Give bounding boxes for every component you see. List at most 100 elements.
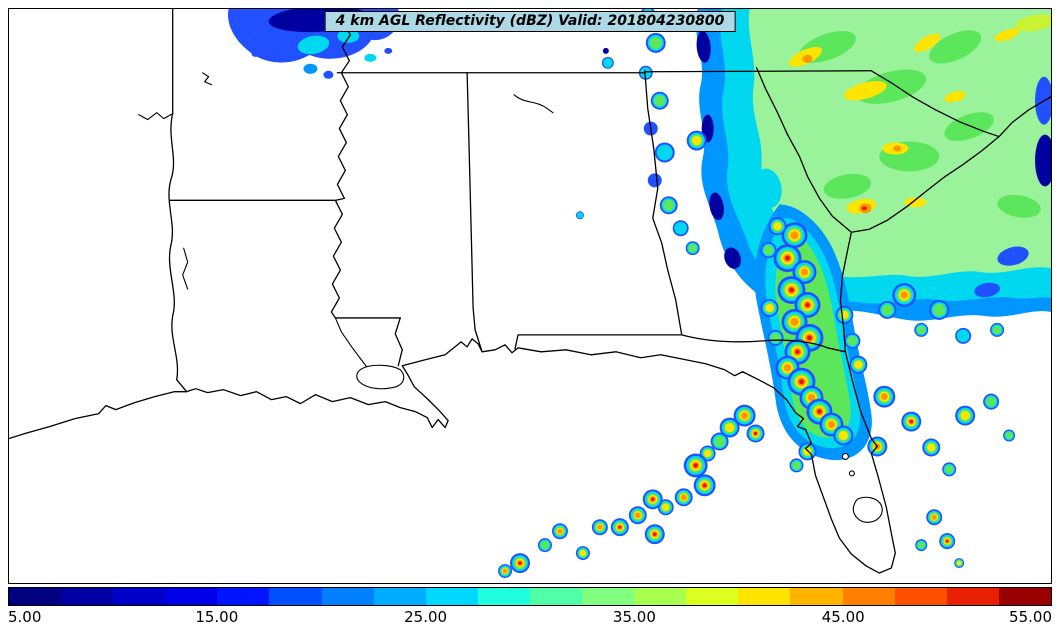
- radar-cell: [854, 360, 863, 369]
- river-squiggle-la: [182, 247, 189, 290]
- radar-cell: [663, 199, 675, 211]
- radar-cell: [789, 287, 794, 293]
- radar-echo-region: [844, 81, 887, 101]
- radar-echo-region: [364, 53, 377, 62]
- colorbar-segment: [269, 588, 322, 605]
- radar-cell: [557, 528, 563, 534]
- radar-cell: [763, 245, 774, 256]
- radar-cell: [654, 95, 666, 107]
- radar-cell: [827, 420, 836, 429]
- radar-cell: [795, 349, 800, 355]
- radar-cell: [790, 231, 799, 240]
- radar-echo-region: [709, 192, 724, 221]
- radar-cell: [693, 463, 698, 468]
- state-border-fl-al-31n: [514, 334, 683, 350]
- radar-cell: [817, 409, 822, 414]
- colorbar: [8, 587, 1052, 606]
- colorbar-segment: [477, 588, 530, 605]
- state-border-ga-sc: [755, 67, 853, 233]
- colorbar-segment: [217, 588, 270, 605]
- radar-echo-region: [913, 33, 941, 52]
- colorbar-segment: [373, 588, 426, 605]
- radar-cell: [703, 449, 712, 458]
- colorbar-segment: [582, 588, 635, 605]
- radar-layer: [228, 9, 1051, 579]
- radar-echo-region: [337, 28, 360, 43]
- state-borders-layer: [9, 9, 1051, 574]
- radar-cell: [640, 67, 652, 79]
- radar-echo-region: [602, 47, 609, 54]
- colorbar-segment: [9, 588, 62, 605]
- radar-cell: [956, 329, 970, 343]
- colorbar-labels: 5.00 15.00 25.00 35.00 45.00 55.00: [8, 608, 1052, 628]
- radar-echo-region: [893, 145, 902, 152]
- radar-echo-region: [997, 194, 1041, 218]
- radar-cell: [783, 364, 792, 372]
- river-pearl: [394, 317, 403, 367]
- radar-cell: [944, 465, 954, 474]
- colorbar-segment: [842, 588, 895, 605]
- radar-cell: [992, 325, 1002, 335]
- colorbar-tick-label: 25.00: [404, 608, 448, 626]
- colorbar-segment: [529, 588, 583, 605]
- radar-echo-region: [724, 247, 742, 269]
- radar-echo-region: [1035, 134, 1051, 187]
- colorbar-segment: [321, 588, 374, 605]
- radar-cell: [753, 431, 758, 436]
- river-squiggle-ms: [202, 72, 213, 86]
- radar-cell: [790, 317, 799, 326]
- radar-cell: [805, 302, 810, 308]
- radar-echo-region: [944, 91, 966, 103]
- radar-cell: [773, 222, 782, 231]
- radar-cell: [900, 291, 908, 299]
- radar-cell: [1005, 431, 1013, 440]
- colorbar-segment: [946, 588, 999, 605]
- radar-cell: [502, 568, 508, 574]
- radar-echo-region: [944, 112, 994, 141]
- radar-cell: [688, 243, 697, 253]
- lake-small-1: [841, 452, 849, 460]
- colorbar-segment: [738, 588, 791, 605]
- radar-cell: [647, 173, 662, 188]
- radar-cell: [714, 435, 726, 448]
- radar-cell: [931, 514, 937, 520]
- radar-cell: [880, 393, 888, 401]
- radar-cell: [847, 335, 858, 346]
- colorbar-segment: [113, 588, 166, 605]
- radar-cell: [933, 303, 946, 317]
- state-border-al-ga: [644, 70, 683, 336]
- radar-cell: [656, 144, 673, 161]
- radar-cell: [800, 268, 809, 276]
- colorbar-segment: [790, 588, 843, 605]
- map-title: 4 km AGL Reflectivity (dBZ) Valid: 20180…: [324, 11, 736, 32]
- state-border-fl-ga: [681, 334, 847, 353]
- radar-echo-region: [823, 173, 872, 199]
- radar-cell: [652, 532, 657, 536]
- river-squiggle-tn: [513, 94, 554, 114]
- radar-echo-region: [802, 54, 813, 63]
- state-border-nc-sc: [870, 70, 1000, 138]
- radar-cell: [518, 561, 522, 565]
- radar-cell: [917, 541, 925, 549]
- colorbar-segment: [61, 588, 114, 605]
- radar-echo-region: [861, 206, 867, 211]
- colorbar-tick-label: 55.00: [1009, 608, 1052, 626]
- radar-cell: [986, 396, 997, 407]
- radar-echo-region: [974, 282, 1000, 298]
- colorbar-tick-label: 5.00: [8, 608, 42, 626]
- radar-cell: [650, 497, 655, 502]
- colorbar-segment: [894, 588, 947, 605]
- colorbar-segment: [425, 588, 478, 605]
- radar-cell: [662, 503, 670, 511]
- river-mississippi: [330, 9, 353, 319]
- radar-cell: [540, 540, 550, 550]
- radar-cell: [945, 539, 949, 543]
- radar-cell: [792, 461, 801, 470]
- radar-cell: [916, 325, 926, 335]
- map-frame: 4 km AGL Reflectivity (dBZ) Valid: 20180…: [8, 8, 1052, 584]
- radar-cell: [634, 512, 641, 519]
- radar-cell: [603, 58, 613, 68]
- colorbar-tick-label: 45.00: [821, 608, 865, 626]
- colorbar-segment: [686, 588, 739, 605]
